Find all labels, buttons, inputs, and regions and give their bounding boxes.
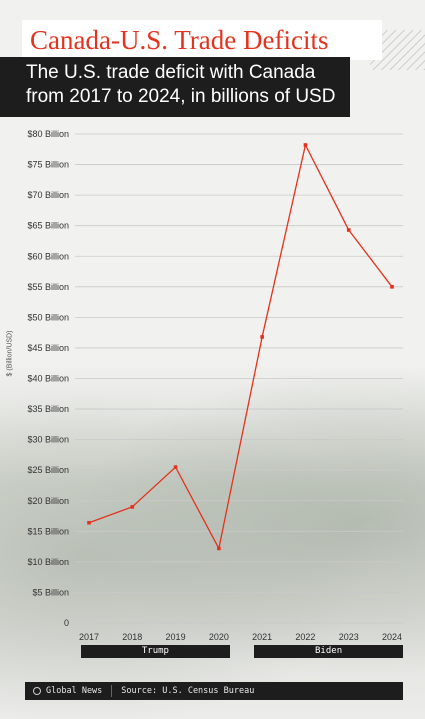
data-point	[217, 546, 221, 551]
footer-bar: Global News Source: U.S. Census Bureau	[25, 682, 403, 700]
data-point	[390, 285, 394, 289]
x-tick-label: 2018	[122, 632, 142, 642]
data-point	[87, 520, 91, 525]
y-tick-label: $10 Billion	[27, 557, 69, 567]
y-tick-label: $15 Billion	[27, 526, 69, 536]
data-point	[173, 465, 178, 469]
x-tick-label: 2024	[382, 632, 402, 642]
data-point	[260, 335, 264, 339]
subtitle-line-1: The U.S. trade deficit with Canada	[26, 62, 316, 83]
y-tick-label: $50 Billion	[27, 312, 69, 322]
y-tick-label: 0	[64, 618, 69, 628]
x-tick-label: 2023	[339, 632, 359, 642]
x-tick-label: 2020	[209, 632, 229, 642]
data-point	[303, 143, 308, 147]
x-tick-label: 2019	[166, 632, 186, 642]
series-line	[88, 143, 393, 551]
background-photo	[0, 360, 425, 719]
footer-divider	[111, 685, 113, 697]
y-tick-label: $65 Billion	[27, 221, 69, 231]
y-tick-label: $5 Billion	[32, 587, 69, 597]
x-tick-label: 2021	[252, 632, 272, 642]
data-point	[130, 505, 135, 509]
y-tick-label: $55 Billion	[27, 282, 69, 292]
y-tick-label: $80 Billion	[27, 129, 69, 139]
y-tick-label: $20 Billion	[27, 496, 69, 506]
y-tick-label: $70 Billion	[27, 190, 69, 200]
y-tick-label: $60 Billion	[27, 251, 69, 261]
y-tick-label: $40 Billion	[27, 374, 69, 384]
y-tick-label: $45 Billion	[27, 343, 69, 353]
y-tick-label: $35 Billion	[27, 404, 69, 414]
global-news-logo-icon	[33, 687, 41, 695]
period-bar-biden: Biden	[254, 645, 403, 658]
y-tick-label: $25 Billion	[27, 465, 69, 475]
title-box: Canada-U.S. Trade Deficits	[22, 20, 382, 60]
y-tick-label: $30 Billion	[27, 435, 69, 445]
chart-title: Canada-U.S. Trade Deficits	[30, 24, 329, 55]
footer-source: Source: U.S. Census Bureau	[121, 686, 255, 696]
x-tick-label: 2017	[79, 632, 99, 642]
footer-brand: Global News	[46, 686, 103, 696]
x-tick-label: 2022	[295, 632, 315, 642]
period-bar-trump: Trump	[81, 645, 230, 658]
y-tick-label: $75 Billion	[27, 160, 69, 170]
subtitle-box: The U.S. trade deficit with Canada from …	[0, 57, 350, 117]
data-point	[346, 228, 351, 232]
subtitle-line-2: from 2017 to 2024, in billions of USD	[26, 86, 336, 107]
